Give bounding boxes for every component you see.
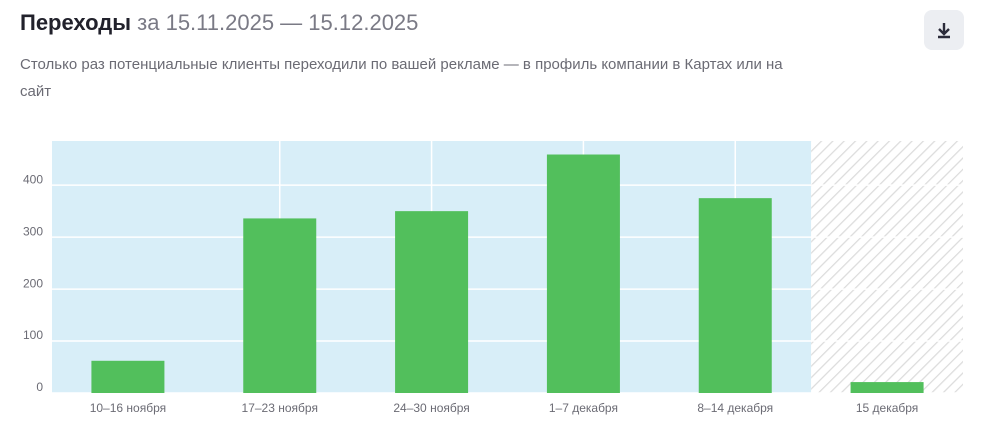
subtitle: Столько раз потенциальные клиенты перехо… [20,56,783,100]
title-row: Переходы за 15.11.2025 — 15.12.2025 [20,10,418,36]
x-tick-label: 17–23 ноября [242,401,318,415]
y-tick-label: 200 [23,276,43,290]
y-tick-label: 300 [23,224,43,238]
bar [546,154,620,393]
bar [850,382,924,393]
x-tick-label: 1–7 декабря [549,401,618,415]
y-tick-label: 0 [36,380,43,394]
title: Переходы [20,10,132,35]
x-tick-label: 10–16 ноября [90,401,166,415]
download-button[interactable] [924,10,964,50]
incomplete-period [811,141,963,393]
bar [395,211,469,393]
bar [698,198,772,393]
x-tick-label: 24–30 ноября [393,401,469,415]
y-tick-label: 100 [23,328,43,342]
bar [243,218,317,393]
period[interactable]: за 15.11.2025 — 15.12.2025 [137,10,419,35]
y-tick-label: 400 [23,172,43,186]
x-tick-label: 8–14 декабря [697,401,773,415]
bar [91,360,165,393]
x-tick-label: 15 декабря [856,401,918,415]
download-icon [938,23,950,39]
